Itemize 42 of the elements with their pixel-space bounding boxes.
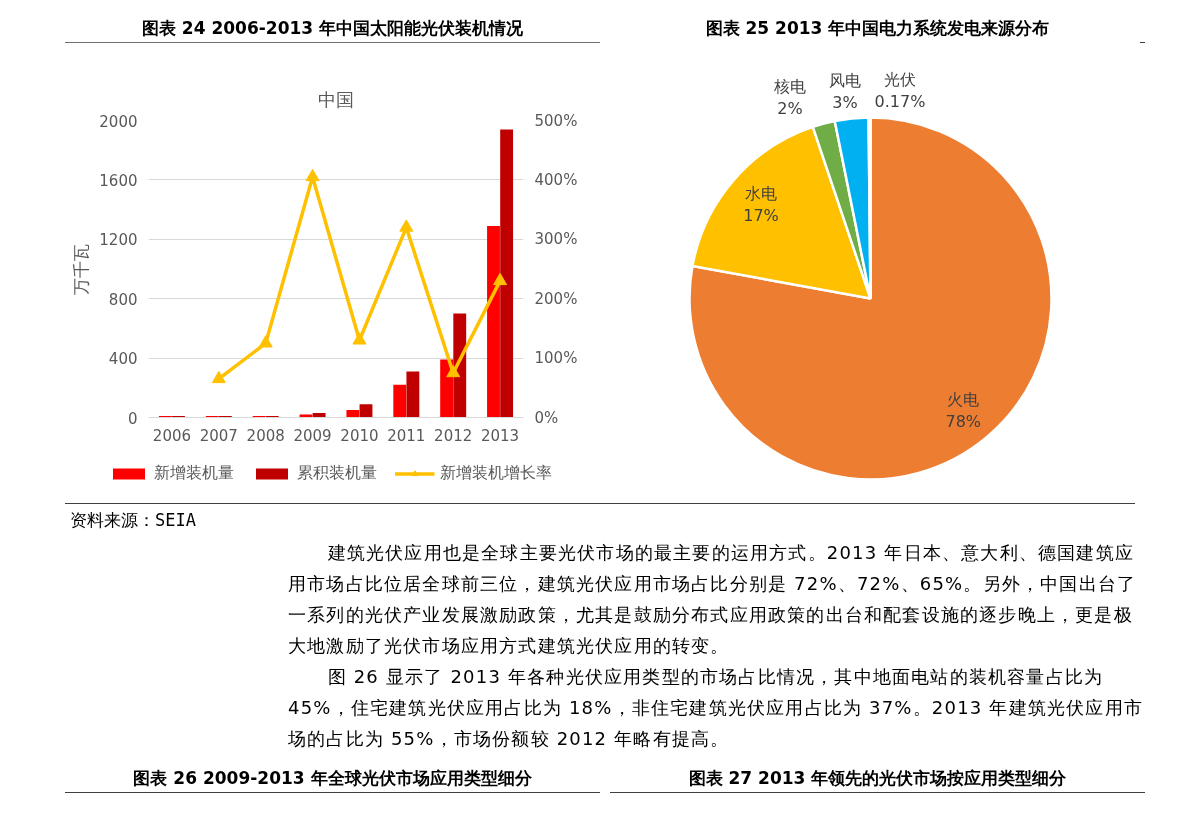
x-tick-label: 2007 xyxy=(199,426,238,445)
slice-label: 火电 xyxy=(947,389,980,409)
data-label: 2% xyxy=(777,99,803,119)
chart-subtitle: 中国 xyxy=(318,88,354,110)
text: 图表 27 2013 年领先的光伏市场按应用类型细分 xyxy=(610,759,1145,793)
slice-label: 核电 xyxy=(772,77,806,97)
x-tick-label: 2009 xyxy=(293,426,332,445)
y2-tick-label: 100% xyxy=(534,349,578,368)
slice-label: 光伏 xyxy=(883,70,916,90)
data-label: 17% xyxy=(743,205,779,225)
y2-tick-label: 400% xyxy=(534,170,578,189)
legend-label: 累积装机量 xyxy=(296,462,377,484)
x-tick-label: 2008 xyxy=(246,426,285,445)
y-axis-title: 万千瓦 xyxy=(71,243,92,295)
legend-label: 新增装机增长率 xyxy=(439,462,552,484)
slice-label: 风电 xyxy=(828,71,861,91)
y2-tick-label: 200% xyxy=(534,289,578,308)
y-tick-label: 1600 xyxy=(99,171,138,190)
text: 资料来源：SEIA xyxy=(65,503,1135,535)
data-label: 3% xyxy=(832,93,858,113)
y2-tick-label: 300% xyxy=(534,230,578,249)
x-tick-label: 2006 xyxy=(152,426,192,445)
text: 建筑光伏应用也是全球主要光伏市场的最主要的运用方式。2013 年日本、意大利、德国建筑应用市场占比位居全球前三位，建筑光伏应用市场占比分别是 72%、72%、65%。另外，中国出台了一系列的光伏产业发展激励政策，尤其是鼓励分布式应用政策的出台和配套设施的逐步晚上，更是极大地激励了光伏市场应用方式建筑光伏应用的转变。 xyxy=(288,541,1138,658)
x-tick-label: 2013 xyxy=(480,426,520,445)
y2-tick-label: 500% xyxy=(534,111,578,130)
legend-label: 新增装机量 xyxy=(153,462,234,484)
slice-label: 水电 xyxy=(745,183,778,203)
y-tick-label: 2000 xyxy=(99,112,138,131)
caption: 图 26 显示了 2013 年各种光伏应用类型的市场占比情况，其中地面电站的装机容量占比为 45%，住宅建筑光伏应用占比为 18%，非住宅建筑光伏应用占比为 37%。2013 年建筑光伏应用市场的占比为 55%，市场份额较 2012 年略有提高。 xyxy=(288,665,1144,751)
chart-title: 图表 25 2013 年中国电力系统发电来源分布 xyxy=(610,9,1145,43)
x-tick-label: 2012 xyxy=(434,426,473,445)
y-tick-label: 800 xyxy=(108,290,138,309)
y-tick-label: 0 xyxy=(127,409,138,428)
data-label: 0.17% xyxy=(874,92,926,112)
text: 图表 26 2009-2013 年全球光伏市场应用类型细分 xyxy=(65,759,600,793)
data-label: 78% xyxy=(945,411,982,431)
x-tick-label: 2010 xyxy=(340,426,379,445)
y-tick-label: 1200 xyxy=(99,231,138,250)
y2-tick-label: 0% xyxy=(534,408,559,427)
x-tick-label: 2011 xyxy=(387,426,426,445)
chart-title: 图表 24 2006-2013 年中国太阳能光伏装机情况 xyxy=(65,9,600,43)
y-tick-label: 400 xyxy=(108,350,138,369)
